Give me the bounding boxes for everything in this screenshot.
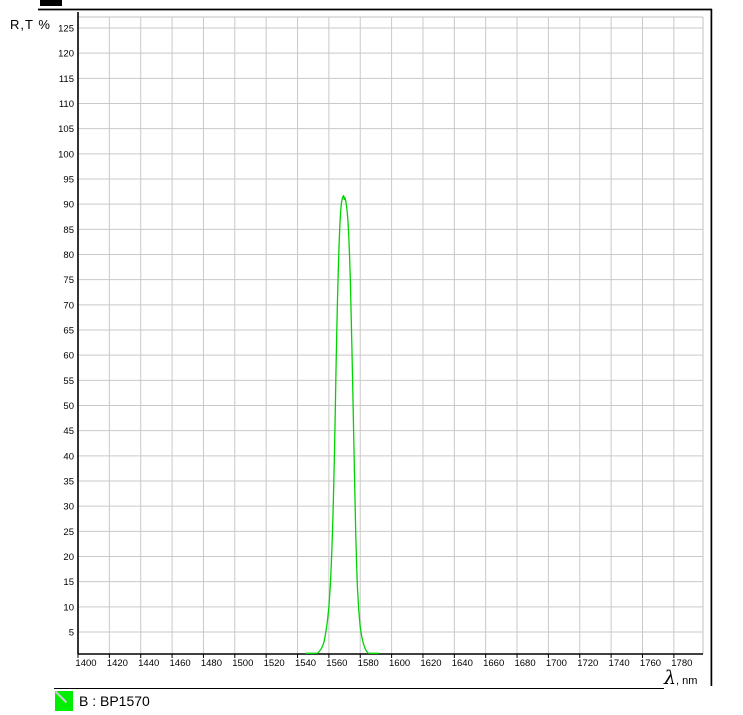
y-tick-label: 50: [63, 401, 74, 412]
x-tick-label: 1520: [264, 658, 285, 669]
y-tick-label: 85: [63, 225, 74, 236]
x-axis-underline: [54, 688, 664, 689]
x-tick-label: 1640: [452, 658, 473, 669]
y-tick-label: 30: [63, 502, 74, 513]
x-tick-label: 1480: [201, 658, 222, 669]
x-tick-label: 1400: [75, 658, 96, 669]
y-tick-label: 125: [58, 24, 74, 35]
legend-item[interactable]: B : BP1570: [55, 691, 150, 711]
x-tick-label: 1500: [232, 658, 253, 669]
x-tick-label: 1720: [577, 658, 598, 669]
y-tick-label: 20: [63, 552, 74, 563]
x-tick-label: 1780: [671, 658, 692, 669]
x-tick-label: 1660: [483, 658, 504, 669]
y-tick-label: 35: [63, 477, 74, 488]
legend-label: B : BP1570: [79, 693, 150, 709]
y-tick-label: 5: [69, 628, 74, 639]
y-tick-label: 105: [58, 124, 74, 135]
y-tick-label: 45: [63, 426, 74, 437]
x-tick-label: 1740: [609, 658, 630, 669]
y-tick-label: 70: [63, 300, 74, 311]
y-tick-label: 115: [59, 74, 74, 85]
x-axis-title: λ, nm: [664, 667, 697, 689]
y-tick-label: 120: [58, 49, 74, 60]
y-axis-title: R,T %: [10, 17, 51, 32]
lambda-symbol: λ: [664, 667, 677, 689]
y-tick-label: 60: [63, 351, 74, 362]
legend-swatch-icon: [55, 691, 73, 711]
x-tick-label: 1420: [107, 658, 128, 669]
y-tick-label: 15: [63, 577, 74, 588]
x-tick-label: 1600: [389, 658, 410, 669]
transmission-curve: [305, 194, 380, 654]
y-tick-label: 90: [63, 200, 74, 211]
y-tick-label: 65: [63, 326, 74, 337]
x-tick-label: 1540: [295, 658, 316, 669]
window-tab: [40, 0, 62, 6]
y-tick-label: 95: [63, 175, 74, 186]
x-tick-label: 1560: [326, 658, 347, 669]
x-axis-unit: , nm: [676, 675, 698, 687]
y-tick-label: 40: [63, 451, 74, 462]
x-tick-label: 1680: [514, 658, 535, 669]
x-tick-label: 1440: [138, 658, 159, 669]
y-tick-label: 55: [63, 376, 74, 387]
y-tick-label: 75: [63, 275, 74, 286]
y-tick-label: 10: [63, 602, 74, 613]
x-tick-label: 1460: [170, 658, 191, 669]
y-tick-label: 25: [63, 527, 74, 538]
x-tick-label: 1620: [420, 658, 441, 669]
x-tick-label: 1760: [640, 658, 661, 669]
y-tick-label: 110: [59, 99, 74, 110]
y-tick-label: 100: [58, 149, 74, 160]
y-tick-label: 80: [63, 250, 74, 261]
x-tick-label: 1580: [358, 658, 379, 669]
x-tick-label: 1700: [546, 658, 567, 669]
